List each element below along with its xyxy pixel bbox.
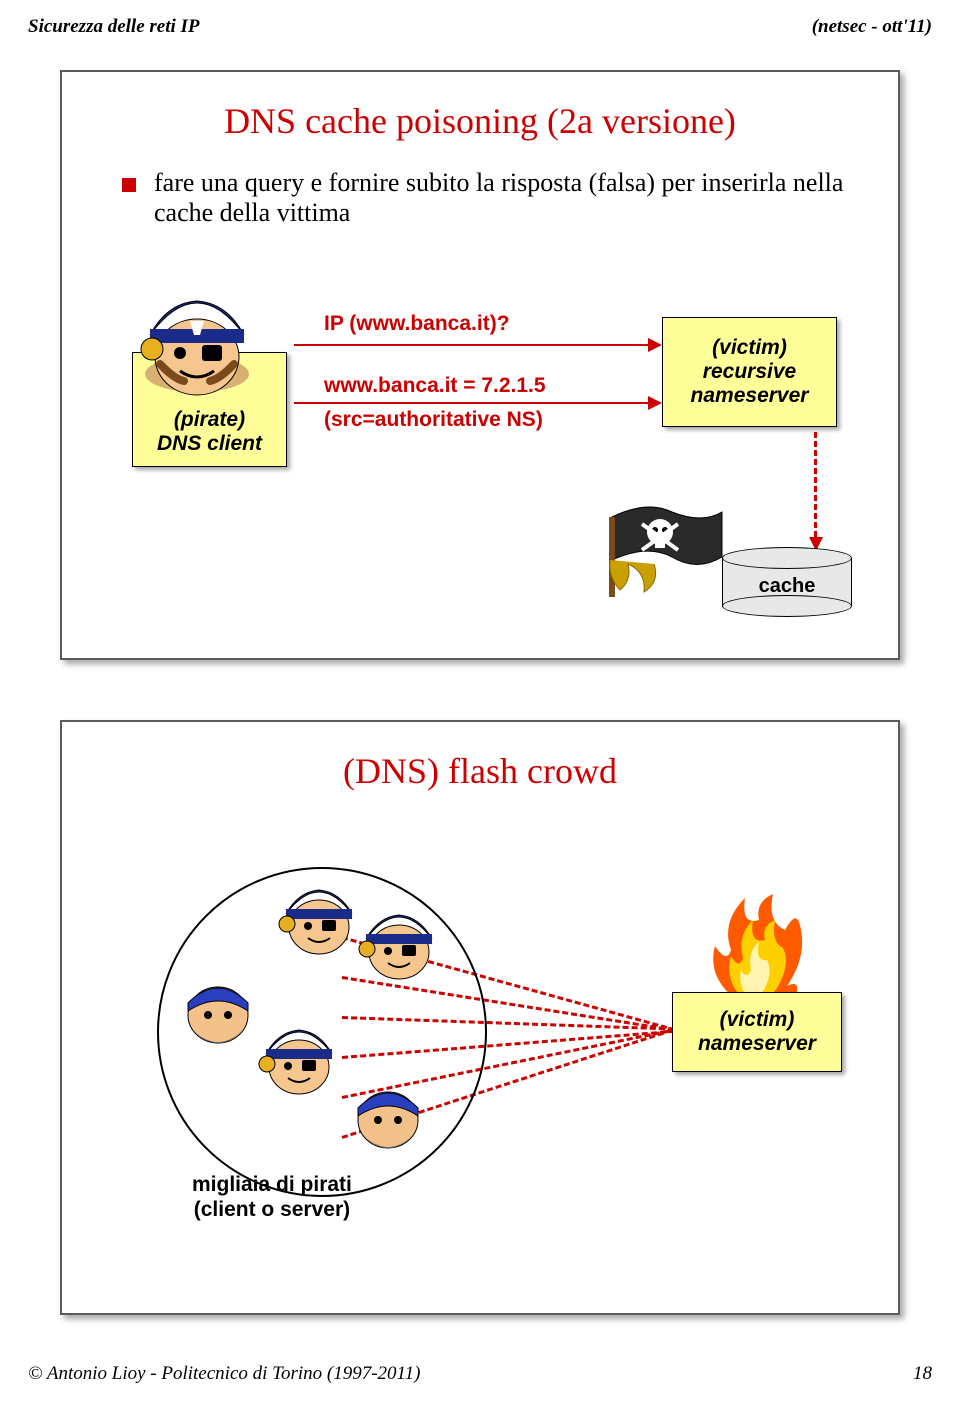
response-line2: (src=authoritative NS) — [324, 408, 543, 432]
slide-dns-cache-poisoning: DNS cache poisoning (2a versione) fare u… — [60, 70, 900, 660]
victim-recursive-nameserver-box: (victim) recursive nameserver — [662, 317, 837, 427]
pirate-icon — [132, 279, 262, 402]
slide1-title: DNS cache poisoning (2a versione) — [62, 100, 898, 142]
crowd-caption-line2: (client o server) — [192, 1197, 352, 1222]
query-label: IP (www.banca.it)? — [324, 312, 510, 336]
victim-box-line1: (victim) — [712, 336, 787, 360]
arrow-query — [294, 344, 648, 346]
pirate-bandana-icon — [342, 1072, 434, 1159]
pirate-box-line2: DNS client — [157, 432, 262, 456]
footer-left: © Antonio Lioy - Politecnico di Torino (… — [28, 1363, 420, 1385]
header-left: Sicurezza delle reti IP — [28, 16, 200, 38]
cache-cylinder: cache — [722, 547, 852, 617]
slide-dns-flash-crowd: (DNS) flash crowd migliaia di pirati (cl… — [60, 720, 900, 1315]
arrow-query-head-icon — [648, 338, 662, 352]
arrow-response-head-icon — [648, 396, 662, 410]
arrow-response — [294, 402, 648, 404]
crowd-caption-line1: migliaia di pirati — [192, 1172, 352, 1197]
victim-box-line3: nameserver — [691, 384, 809, 408]
cache-label: cache — [722, 575, 852, 598]
slide1-bullet-text: fare una query e fornire subito la rispo… — [154, 168, 848, 228]
victim2-line2: nameserver — [698, 1032, 816, 1056]
footer-right: 18 — [913, 1363, 932, 1385]
crowd-caption: migliaia di pirati (client o server) — [192, 1172, 352, 1222]
slide2-title: (DNS) flash crowd — [62, 750, 898, 792]
skull-flag-icon — [602, 502, 732, 617]
response-line1: www.banca.it = 7.2.1.5 — [324, 374, 546, 398]
pirate-box-line1: (pirate) — [174, 408, 245, 432]
pirate-bandana-icon — [172, 967, 264, 1054]
victim-nameserver-box: (victim) nameserver — [672, 992, 842, 1072]
pirate-head-icon — [352, 897, 447, 987]
arrow-to-cache — [814, 432, 817, 537]
slide1-bullet: fare una query e fornire subito la rispo… — [122, 168, 848, 228]
victim2-line1: (victim) — [720, 1008, 795, 1032]
bullet-square-icon — [122, 178, 136, 192]
victim-box-line2: recursive — [703, 360, 796, 384]
pirate-head-icon — [252, 1012, 347, 1102]
header-right: (netsec - ott'11) — [812, 16, 932, 38]
